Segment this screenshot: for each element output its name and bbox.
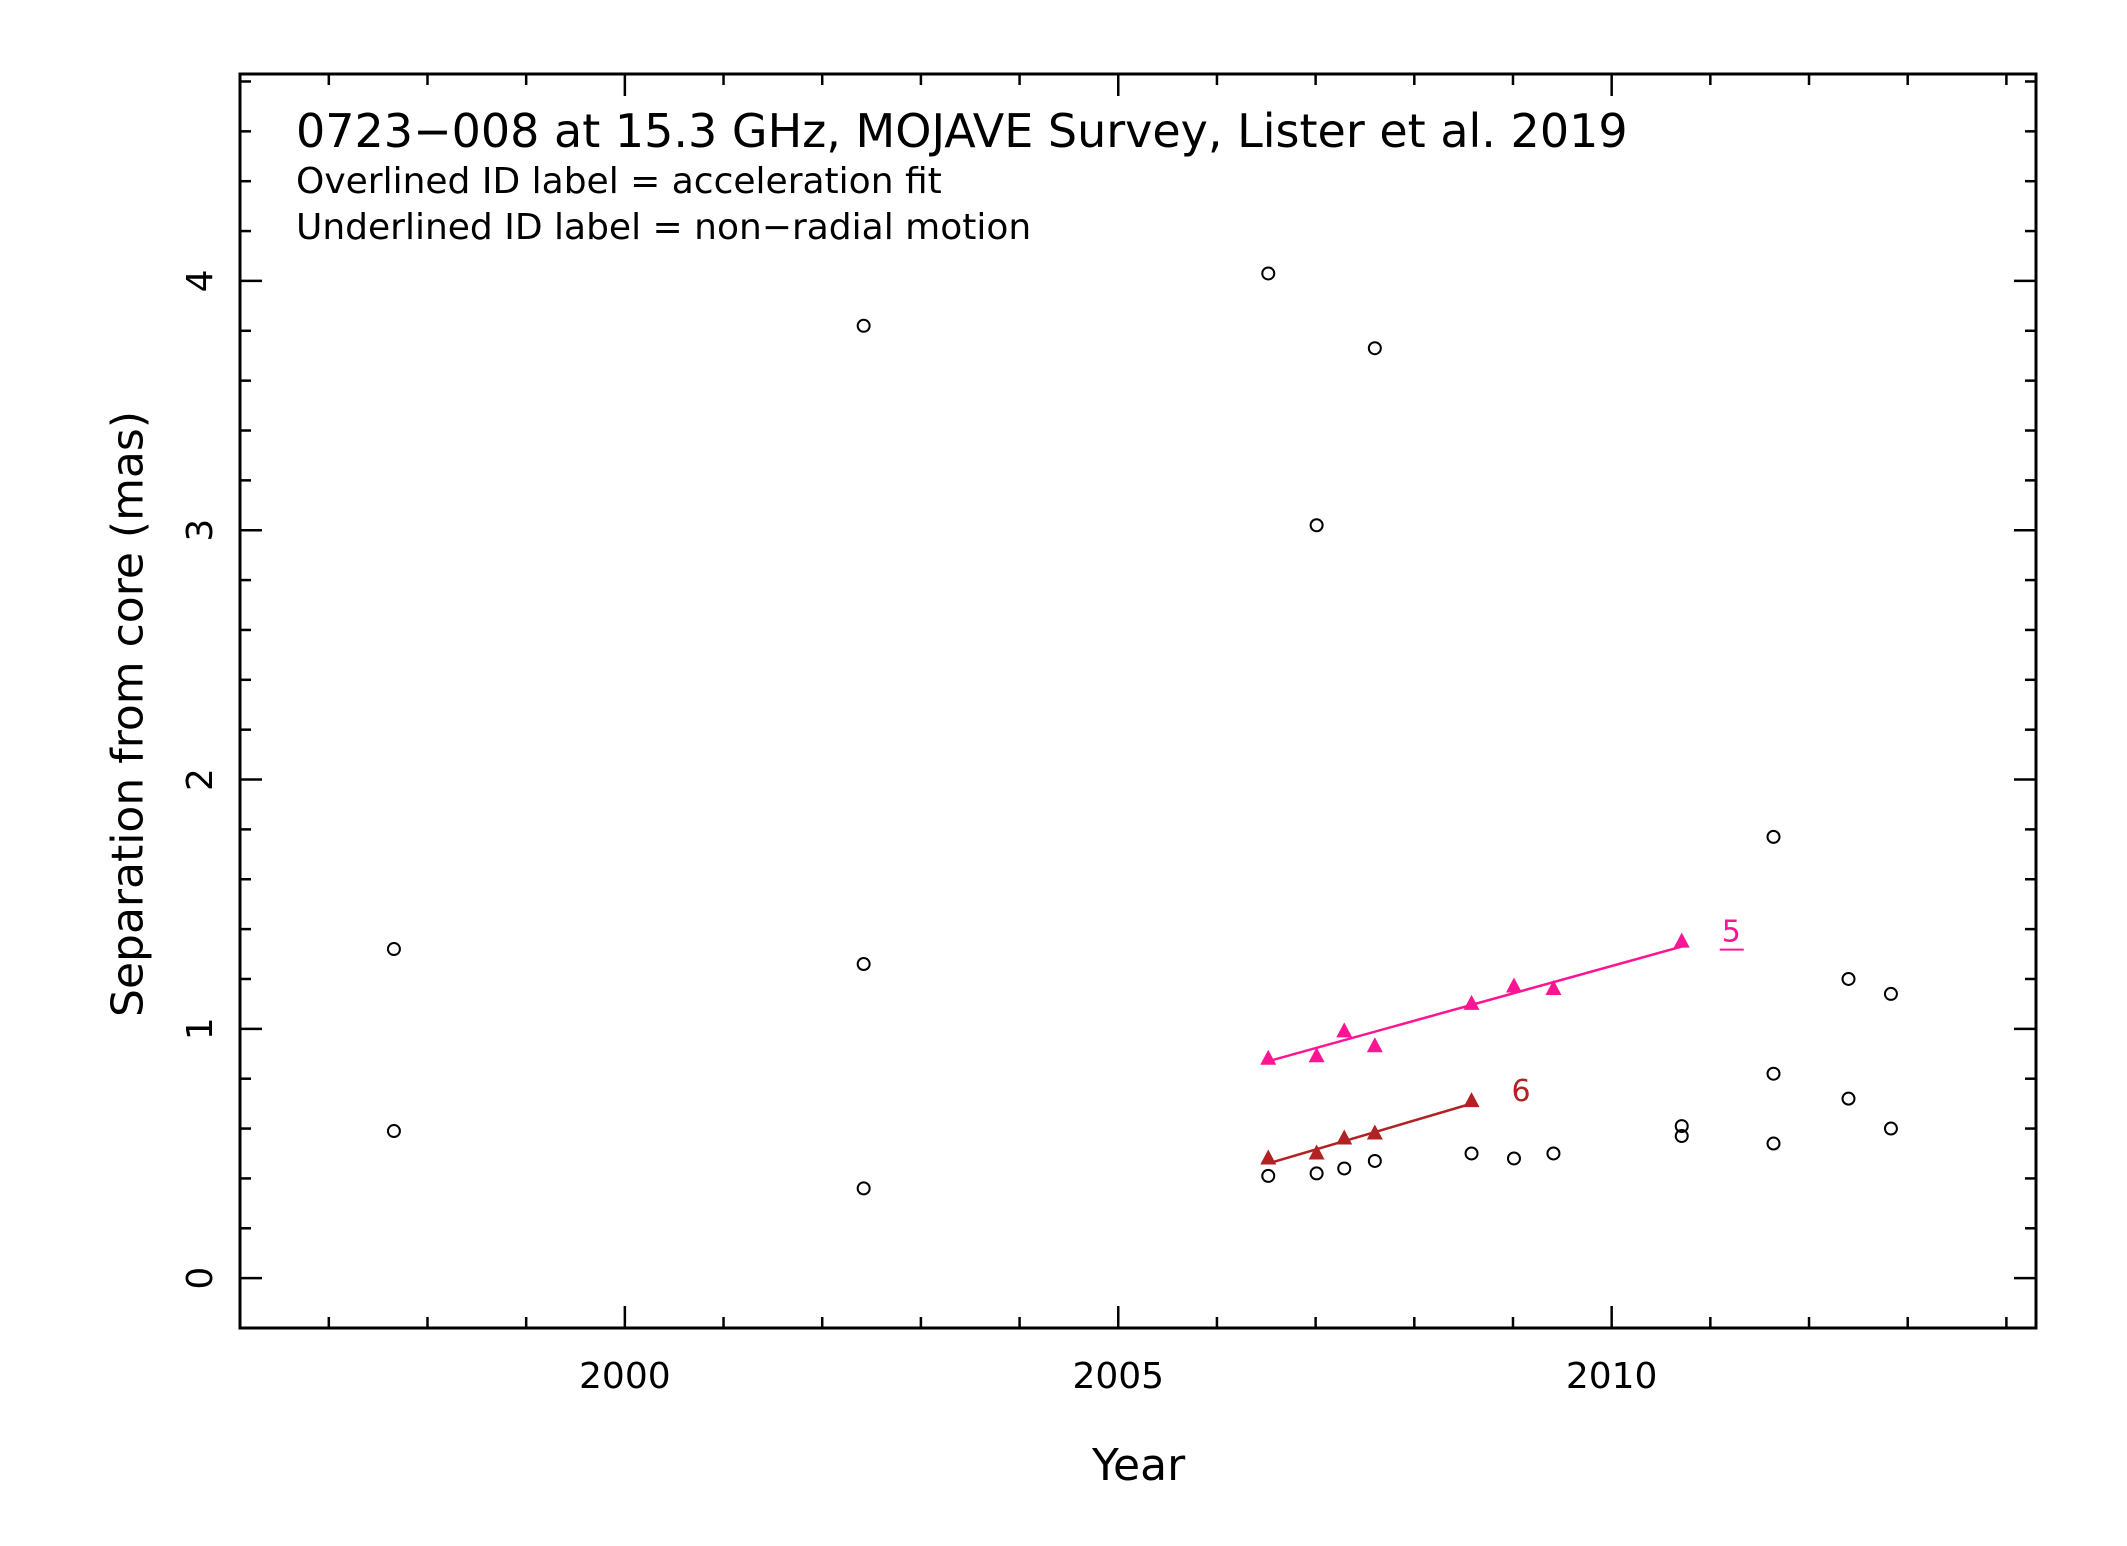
note-overlined: Overlined ID label = acceleration fit xyxy=(296,161,942,202)
series-5-marker xyxy=(1260,1049,1277,1065)
data-point xyxy=(1674,1129,1689,1144)
x-tick-label: 2000 xyxy=(579,1356,671,1397)
series-5-marker xyxy=(1505,977,1522,993)
data-point xyxy=(1261,266,1276,281)
y-tick-label: 0 xyxy=(180,1267,221,1290)
series-labels: 56 xyxy=(1512,915,1744,1109)
data-point xyxy=(1309,1166,1324,1181)
series-5-marker xyxy=(1308,1047,1325,1063)
series-label-5: 5 xyxy=(1722,915,1741,950)
data-point xyxy=(386,1124,401,1139)
data-point xyxy=(856,957,871,972)
series-6-marker xyxy=(1308,1144,1325,1160)
data-point xyxy=(1506,1151,1521,1166)
data-point xyxy=(1674,1119,1689,1134)
series-6-marker xyxy=(1336,1129,1353,1145)
data-point xyxy=(856,318,871,333)
y-tick-label: 2 xyxy=(180,768,221,791)
series-5-marker xyxy=(1463,994,1480,1010)
series-6-marker xyxy=(1463,1092,1480,1108)
y-axis-label: Separation from core (mas) xyxy=(102,411,154,1017)
series-6-marker xyxy=(1260,1149,1277,1165)
data-point xyxy=(1337,1161,1352,1176)
fit-lines xyxy=(1267,945,1683,1165)
series-6-marker xyxy=(1366,1124,1383,1140)
data-point xyxy=(1367,1153,1382,1168)
series-5-marker xyxy=(1336,1022,1353,1038)
data-point xyxy=(1841,971,1856,986)
chart-title: 0723−008 at 15.3 GHz, MOJAVE Survey, Lis… xyxy=(296,104,1628,158)
data-point xyxy=(1309,518,1324,533)
x-tick-label: 2010 xyxy=(1566,1356,1658,1397)
data-point xyxy=(1841,1091,1856,1106)
data-point xyxy=(856,1181,871,1196)
data-point xyxy=(1546,1146,1561,1161)
axes xyxy=(238,72,2038,1330)
tick-labels: 2000 2005 2010 0 1 2 3 4 xyxy=(180,269,1657,1397)
fit-line-6 xyxy=(1267,1102,1472,1165)
data-point xyxy=(1883,986,1898,1001)
data-point xyxy=(1766,829,1781,844)
plot-frame xyxy=(238,72,2038,1330)
data-point xyxy=(1766,1136,1781,1151)
y-tick-label: 3 xyxy=(180,519,221,542)
markers xyxy=(386,266,1898,1196)
series-5-marker xyxy=(1673,932,1690,948)
series-label-6: 6 xyxy=(1512,1074,1531,1109)
data-point xyxy=(1261,1168,1276,1183)
y-tick-label: 1 xyxy=(180,1017,221,1040)
y-tick-label: 4 xyxy=(180,269,221,292)
data-point xyxy=(386,942,401,957)
series-5-marker xyxy=(1366,1037,1383,1053)
data-point xyxy=(1367,341,1382,356)
data-point xyxy=(1464,1146,1479,1161)
x-tick-label: 2005 xyxy=(1072,1356,1164,1397)
data-point xyxy=(1766,1066,1781,1081)
series-5-marker xyxy=(1545,979,1562,995)
x-axis-label: Year xyxy=(1092,1440,1186,1491)
data-point xyxy=(1883,1121,1898,1136)
note-underlined: Underlined ID label = non−radial motion xyxy=(296,207,1032,248)
